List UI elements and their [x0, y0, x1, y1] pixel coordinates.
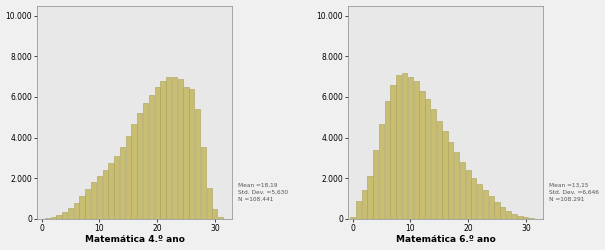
Bar: [471, 178, 477, 219]
Bar: [385, 101, 390, 219]
Bar: [350, 217, 355, 219]
Bar: [367, 176, 373, 219]
Bar: [362, 190, 367, 219]
Bar: [356, 200, 361, 219]
Bar: [103, 170, 108, 219]
Bar: [465, 170, 471, 219]
Bar: [460, 162, 465, 219]
Bar: [91, 182, 96, 219]
Text: Mean =13,15
Std. Dev. =6,646
N =108.291: Mean =13,15 Std. Dev. =6,646 N =108.291: [549, 183, 599, 202]
Bar: [373, 150, 378, 219]
Bar: [442, 132, 448, 219]
Bar: [500, 206, 505, 219]
Bar: [477, 184, 482, 219]
Bar: [390, 85, 396, 219]
Bar: [379, 124, 384, 219]
Bar: [97, 176, 102, 219]
Bar: [172, 77, 177, 219]
Bar: [195, 109, 200, 219]
Bar: [137, 113, 142, 219]
Bar: [454, 152, 459, 219]
Bar: [402, 72, 407, 219]
Bar: [506, 211, 511, 219]
Bar: [437, 121, 442, 219]
Bar: [68, 208, 73, 219]
Bar: [108, 163, 114, 219]
Bar: [206, 188, 212, 219]
Bar: [74, 202, 79, 219]
X-axis label: Matemática 4.º ano: Matemática 4.º ano: [85, 236, 185, 244]
Bar: [489, 196, 494, 219]
Bar: [408, 77, 413, 219]
Bar: [483, 190, 488, 219]
Bar: [529, 218, 534, 219]
Bar: [517, 216, 523, 219]
Bar: [396, 74, 401, 219]
Bar: [414, 81, 419, 219]
Bar: [189, 89, 194, 219]
Bar: [178, 79, 183, 219]
Bar: [166, 77, 171, 219]
Bar: [154, 87, 160, 219]
Bar: [120, 147, 125, 219]
Bar: [212, 209, 217, 219]
Bar: [131, 124, 137, 219]
Bar: [425, 99, 430, 219]
Bar: [494, 202, 500, 219]
Bar: [512, 214, 517, 219]
X-axis label: Matemática 6.º ano: Matemática 6.º ano: [396, 236, 495, 244]
Bar: [419, 91, 425, 219]
Bar: [523, 217, 528, 219]
Bar: [51, 217, 56, 219]
Bar: [183, 87, 189, 219]
Bar: [160, 81, 166, 219]
Bar: [149, 95, 154, 219]
Bar: [218, 217, 223, 219]
Bar: [56, 215, 62, 219]
Bar: [85, 189, 91, 219]
Bar: [62, 212, 67, 219]
Bar: [448, 142, 453, 219]
Bar: [45, 218, 50, 219]
Bar: [114, 156, 119, 219]
Bar: [79, 196, 85, 219]
Bar: [201, 147, 206, 219]
Text: Mean =18,19
Std. Dev. =5,630
N =108.441: Mean =18,19 Std. Dev. =5,630 N =108.441: [238, 183, 288, 202]
Bar: [143, 103, 148, 219]
Bar: [126, 136, 131, 219]
Bar: [431, 109, 436, 219]
